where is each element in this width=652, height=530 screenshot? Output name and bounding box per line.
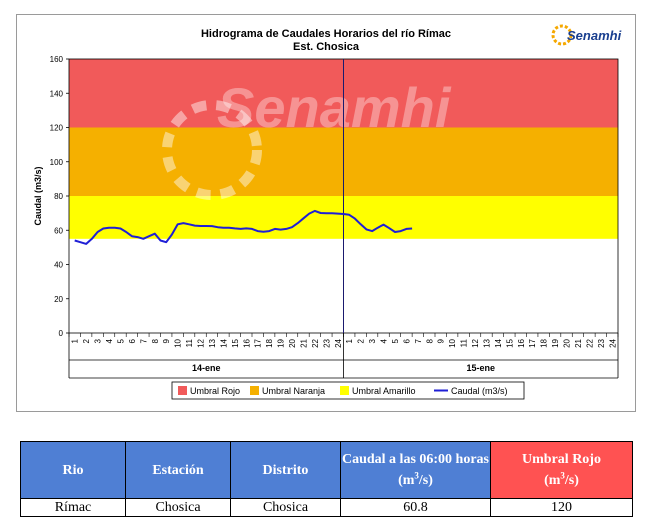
y-tick-label: 80 [54, 192, 63, 201]
senamhi-logo [551, 24, 573, 46]
x-hour-label: 17 [528, 338, 537, 347]
x-hour-label: 13 [208, 338, 217, 347]
x-hour-label: 3 [368, 338, 377, 343]
x-hour-label: 10 [448, 338, 457, 347]
x-hour-label: 16 [242, 338, 251, 347]
header-umbral-rojo: Umbral Rojo (m3/s) [490, 441, 633, 499]
x-hour-label: 21 [574, 338, 583, 347]
legend-swatch-0 [178, 386, 187, 395]
x-hour-label: 11 [460, 338, 469, 347]
legend-swatch-1 [250, 386, 259, 395]
x-hour-label: 23 [322, 338, 331, 347]
legend-label: Caudal (m3/s) [451, 386, 508, 396]
legend-label: Umbral Rojo [190, 386, 240, 396]
x-hour-label: 8 [151, 338, 160, 343]
x-hour-label: 16 [517, 338, 526, 347]
table-header-row: Rio Estación Distrito Caudal a las 06:00… [20, 441, 633, 499]
x-hour-label: 24 [334, 338, 343, 347]
x-hour-label: 6 [128, 338, 137, 343]
cell-distrito: Chosica [230, 498, 341, 517]
legend-label: Umbral Naranja [262, 386, 325, 396]
x-hour-label: 4 [380, 338, 389, 343]
logo-text: Senamhi [567, 28, 622, 43]
x-hour-label: 9 [437, 338, 446, 343]
x-hour-label: 11 [185, 338, 194, 347]
x-hour-label: 13 [482, 338, 491, 347]
x-hour-label: 3 [94, 338, 103, 343]
x-hour-label: 4 [105, 338, 114, 343]
x-hour-label: 15 [231, 338, 240, 347]
x-hour-label: 1 [71, 338, 80, 343]
legend-swatch-2 [340, 386, 349, 395]
x-hour-label: 22 [311, 338, 320, 347]
x-hour-label: 18 [540, 338, 549, 347]
watermark-text: Senamhi [217, 76, 452, 139]
x-hour-label: 23 [597, 338, 606, 347]
y-tick-label: 0 [59, 329, 64, 338]
chart-title-line1: Hidrograma de Caudales Horarios del río … [201, 28, 451, 40]
header-caudal-label: Caudal a las 06:00 horas [341, 451, 490, 467]
y-tick-label: 120 [50, 124, 64, 133]
chart-title-line2: Est. Chosica [293, 41, 360, 53]
x-hour-label: 2 [82, 338, 91, 343]
cell-rio: Rímac [20, 498, 126, 517]
x-hour-label: 14 [219, 338, 228, 347]
x-hour-label: 18 [265, 338, 274, 347]
x-hour-label: 12 [197, 338, 206, 347]
x-hour-label: 8 [425, 338, 434, 343]
y-tick-label: 40 [54, 261, 63, 270]
flow-summary-table: Rio Estación Distrito Caudal a las 06:00… [20, 441, 633, 517]
x-hour-label: 2 [357, 338, 366, 343]
x-hour-label: 1 [345, 338, 354, 343]
x-hour-label: 12 [471, 338, 480, 347]
watermark-sun-icon [162, 100, 262, 200]
series-line-caudal [74, 209, 413, 245]
y-tick-label: 100 [50, 158, 64, 167]
table-row: Rímac Chosica Chosica 60.8 120 [20, 498, 633, 517]
cell-estacion: Chosica [125, 498, 231, 517]
hydrograph-chart: Hidrograma de Caudales Horarios del río … [33, 24, 622, 400]
header-umbral-unit: (m3/s) [544, 470, 579, 489]
header-rio: Rio [20, 441, 126, 499]
x-hour-label: 17 [254, 338, 263, 347]
x-hour-label: 9 [162, 338, 171, 343]
x-hour-label: 7 [414, 338, 423, 343]
logo-sun-icon [551, 24, 573, 46]
header-umbral-label: Umbral Rojo [522, 451, 601, 467]
watermark [162, 100, 262, 200]
y-tick-label: 60 [54, 226, 63, 235]
header-caudal: Caudal a las 06:00 horas (m3/s) [340, 441, 491, 499]
x-hour-label: 7 [139, 338, 148, 343]
x-hour-label: 20 [563, 338, 572, 347]
header-estacion: Estación [125, 441, 231, 499]
x-hour-label: 19 [277, 338, 286, 347]
chart-frame: Hidrograma de Caudales Horarios del río … [16, 14, 636, 412]
x-hour-label: 5 [391, 338, 400, 343]
legend-label: Umbral Amarillo [352, 386, 416, 396]
x-hour-label: 20 [288, 338, 297, 347]
cell-caudal: 60.8 [340, 498, 491, 517]
y-tick-label: 160 [50, 55, 64, 64]
x-hour-label: 5 [116, 338, 125, 343]
y-tick-label: 140 [50, 89, 64, 98]
y-tick-label: 20 [54, 295, 63, 304]
x-hour-label: 14 [494, 338, 503, 347]
x-hour-label: 22 [585, 338, 594, 347]
y-axis-title: Caudal (m3/s) [33, 166, 43, 225]
day-label: 15-ene [466, 363, 495, 373]
day-label: 14-ene [192, 363, 221, 373]
header-caudal-unit: (m3/s) [398, 470, 433, 489]
header-distrito: Distrito [230, 441, 341, 499]
x-hour-label: 15 [505, 338, 514, 347]
x-hour-label: 10 [174, 338, 183, 347]
x-hour-label: 24 [608, 338, 617, 347]
x-hour-label: 21 [299, 338, 308, 347]
x-hour-label: 6 [402, 338, 411, 343]
cell-umbral: 120 [490, 498, 633, 517]
x-hour-label: 19 [551, 338, 560, 347]
